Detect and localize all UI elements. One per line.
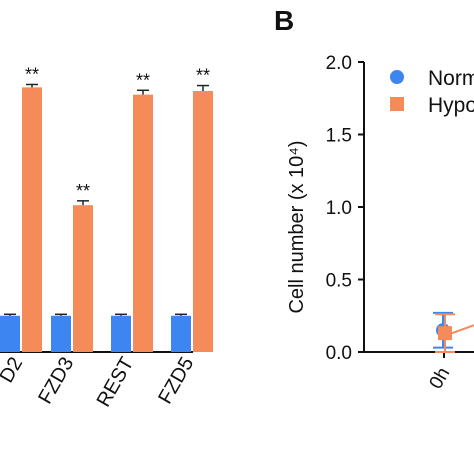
x-tick-label-fzd3: FZD3 [34, 354, 78, 408]
series-line-2 [451, 324, 474, 335]
x-tick-label-fzd5: FZD5 [154, 354, 198, 408]
significance-marker-fzd5: ** [196, 66, 210, 86]
significance-marker-fzd3: ** [76, 181, 90, 201]
panel-a: ** ** ** ** D2 FZD3 REST FZD5 [0, 64, 213, 411]
legend-label-series-1: Norm [428, 67, 474, 90]
bar-fzd5-series-1 [171, 315, 191, 352]
panel-b-y-axis-title: Cell number (x 10⁴) [286, 140, 308, 313]
bar-rest-series-1 [111, 315, 131, 352]
bar-d2-series-2 [22, 87, 42, 352]
bar-fzd3-series-2 [73, 205, 93, 352]
y-tick-label: 0.0 [326, 343, 352, 364]
point-series-2-0h [438, 326, 452, 341]
legend-marker-series-2 [390, 97, 404, 111]
bar-fzd5-series-2 [193, 91, 213, 352]
legend-marker-series-1 [390, 70, 404, 84]
bar-fzd3-series-1 [51, 315, 71, 352]
x-tick-label-0h: 0h [426, 364, 455, 393]
bar-rest-series-2 [133, 94, 153, 352]
y-tick-label: 2.0 [326, 53, 352, 74]
y-tick-label: 1.0 [326, 198, 352, 219]
panel-b-label: B [274, 5, 294, 36]
x-tick-label-rest: REST [93, 354, 139, 411]
bar-d2-series-1 [0, 315, 20, 352]
legend-label-series-2: Hypo [428, 94, 474, 117]
significance-marker-d2: ** [25, 64, 39, 84]
x-tick-label-d2: D2 [0, 354, 27, 387]
panel-b: B Cell number (x 10⁴) 0.0 0.5 1.0 1.5 2.0 0h… [274, 5, 474, 393]
y-tick-label: 1.5 [326, 126, 352, 147]
significance-marker-rest: ** [136, 70, 150, 90]
y-tick-label: 0.5 [326, 271, 352, 292]
